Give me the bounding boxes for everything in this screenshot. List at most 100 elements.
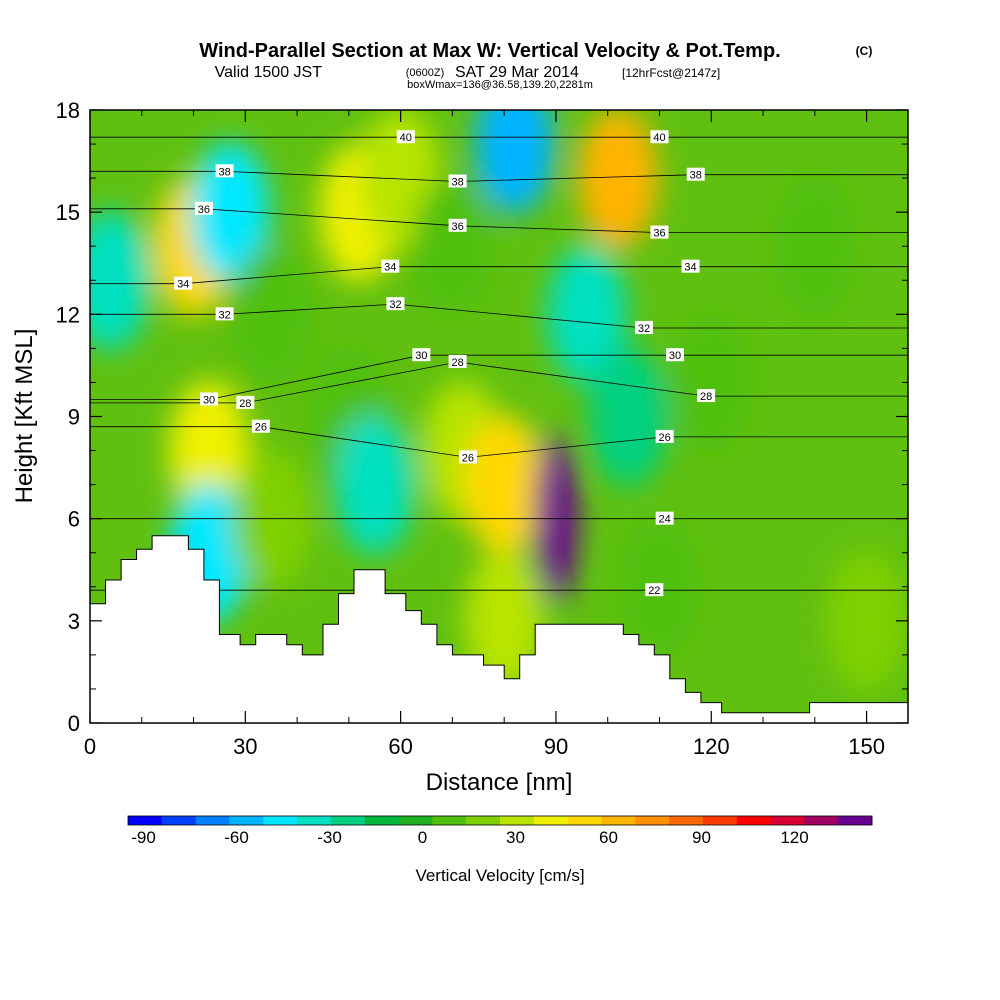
velocity-cell-23 [826, 550, 907, 691]
contour-label-13: 32 [634, 320, 653, 335]
contour-label-text: 28 [700, 391, 712, 403]
velocity-cell-5 [231, 244, 312, 385]
chart-title: Wind-Parallel Section at Max W: Vertical… [199, 40, 780, 62]
colorbar-swatch [229, 816, 264, 825]
contour-label-12: 32 [386, 297, 405, 311]
contour-label-5: 36 [194, 201, 213, 216]
chart-title-units: (C) [856, 44, 873, 58]
colorbar-label: Vertical Velocity [cm/s] [415, 866, 584, 885]
subtitle-utc: (0600Z) [406, 67, 445, 79]
colorbar-tick-label: -60 [224, 828, 249, 847]
contour-label-text: 32 [638, 323, 650, 335]
contour-label-23: 24 [655, 511, 674, 526]
contour-label-16: 30 [666, 348, 685, 362]
contour-label-text: 36 [198, 204, 210, 216]
y-tick-label: 12 [56, 302, 80, 327]
contour-label-3: 38 [448, 174, 467, 189]
x-axis-label: Distance [nm] [426, 769, 573, 796]
y-tick-label: 15 [56, 200, 80, 225]
contour-label-14: 30 [412, 348, 431, 362]
contour-label-text: 40 [653, 132, 665, 144]
contour-label-24: 22 [645, 583, 664, 597]
colorbar-tick-label: 0 [418, 828, 427, 847]
contour-label-21: 26 [458, 450, 477, 464]
contour-label-text: 30 [415, 350, 427, 362]
x-tick-label: 60 [388, 734, 412, 759]
x-tick-label: 150 [848, 734, 885, 759]
y-axis-label: Height [Kft MSL] [11, 329, 38, 504]
x-tick-label: 120 [693, 734, 730, 759]
x-tick-label: 0 [84, 734, 96, 759]
colorbar-tick-label: 30 [506, 828, 525, 847]
y-tick-label: 0 [68, 711, 80, 736]
y-tick-label: 6 [68, 507, 80, 532]
velocity-cell-22 [774, 176, 855, 317]
colorbar-swatch [364, 816, 400, 825]
velocity-cell-17 [547, 244, 628, 385]
colorbar-swatch [398, 816, 433, 825]
colorbar-swatch [533, 816, 569, 825]
contour-label-text: 28 [451, 357, 463, 369]
contour-label-18: 28 [236, 395, 255, 410]
subtitle-forecast: [12hrFcst@2147z] [622, 66, 720, 80]
contour-label-15: 30 [200, 392, 219, 406]
subtitle-boxwmax: boxWmax=136@36.58,139.20,2281m [407, 79, 593, 91]
contour-label-text: 30 [669, 350, 681, 362]
colorbar-swatch [736, 816, 772, 825]
velocity-cell-11 [412, 176, 493, 317]
contour-label-10: 34 [681, 259, 700, 274]
colorbar-tick-label: 60 [599, 828, 618, 847]
colorbar-swatch [635, 816, 670, 825]
contour-label-text: 34 [177, 279, 189, 291]
colorbar-tick-label: -30 [317, 828, 342, 847]
velocity-cell-21 [671, 312, 752, 453]
velocity-cell-0 [90, 210, 151, 351]
contour-label-text: 26 [462, 452, 474, 464]
y-tick-label: 3 [68, 609, 80, 634]
colorbar-swatch [770, 816, 805, 825]
y-tick-label: 9 [68, 405, 80, 430]
contour-label-0: 40 [396, 130, 415, 144]
colorbar-swatch [330, 816, 366, 825]
contour-label-text: 34 [684, 262, 696, 274]
contour-label-6: 36 [448, 218, 467, 233]
colorbar-swatch [601, 816, 636, 825]
contour-label-text: 26 [255, 422, 267, 434]
velocity-cell-15 [474, 110, 555, 215]
contour-label-text: 32 [218, 309, 230, 321]
colorbar-swatch [702, 816, 738, 825]
velocity-cell-18 [578, 110, 659, 249]
x-tick-label: 30 [233, 734, 257, 759]
velocity-cell-2 [189, 142, 270, 283]
colorbar-tick-label: 120 [780, 828, 808, 847]
x-tick-label: 90 [544, 734, 568, 759]
contour-label-text: 28 [239, 398, 251, 410]
contour-label-text: 38 [690, 170, 702, 182]
velocity-cell-3 [169, 380, 250, 521]
contour-label-22: 26 [655, 429, 674, 444]
colorbar: -90 -60 -30 0 30 60 90 120 [127, 815, 873, 847]
colorbar-frame [127, 815, 873, 826]
contour-label-text: 26 [659, 432, 671, 444]
contour-label-20: 26 [251, 419, 270, 434]
contour-label-text: 40 [400, 132, 412, 144]
velocity-cell-19 [588, 346, 669, 487]
contour-label-17: 28 [448, 355, 467, 369]
velocity-cell-8 [334, 414, 415, 555]
subtitle-valid: Valid 1500 JST [215, 64, 323, 81]
contour-label-8: 34 [174, 276, 193, 291]
contour-label-2: 38 [215, 164, 234, 178]
colorbar-swatch [804, 816, 839, 825]
colorbar-swatch [195, 816, 230, 825]
colorbar-swatch [838, 816, 873, 825]
contour-label-text: 36 [653, 228, 665, 240]
colorbar-swatch [297, 816, 332, 825]
contour-label-19: 28 [697, 389, 716, 403]
velocity-cell-13 [464, 414, 545, 555]
contour-label-text: 34 [384, 262, 396, 274]
contour-labels: 40 40 38 38 38 36 36 36 34 34 34 32 32 32 30 30 30 28 28 28… [174, 130, 716, 597]
colorbar-swatch [466, 816, 501, 825]
subtitle-date: SAT 29 Mar 2014 [455, 64, 579, 81]
